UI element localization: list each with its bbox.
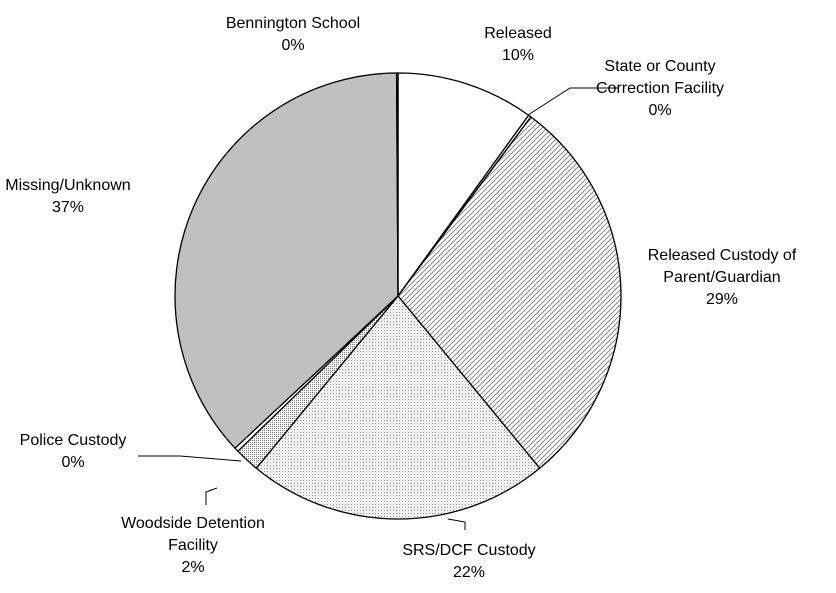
label-released: Released 10% bbox=[484, 25, 552, 64]
value-label: 22% bbox=[453, 564, 485, 581]
category-label: Parent/Guardian bbox=[663, 269, 780, 286]
label-police-custody: Police Custody 0% bbox=[20, 432, 127, 471]
category-label: Released bbox=[484, 25, 552, 42]
category-label: Missing/Unknown bbox=[5, 177, 130, 194]
leader-line-police-custody bbox=[138, 455, 242, 462]
label-srs-dcf-custody: SRS/DCF Custody 22% bbox=[402, 542, 535, 581]
leader-lines bbox=[138, 87, 619, 530]
value-label: 37% bbox=[52, 199, 84, 216]
value-label: 0% bbox=[61, 454, 84, 471]
category-label: Woodside Detention bbox=[121, 515, 265, 532]
slice-released-custody-of-parent-guardian bbox=[397, 116, 622, 469]
category-label: SRS/DCF Custody bbox=[402, 542, 535, 559]
value-label: 0% bbox=[648, 102, 671, 119]
label-state-or-county-correction-facility: State or County Correction Facility 0% bbox=[596, 58, 724, 119]
pie-slices bbox=[174, 72, 622, 520]
category-label: Correction Facility bbox=[596, 80, 724, 97]
category-label: Facility bbox=[168, 537, 218, 554]
slice-missing-unknown bbox=[174, 72, 399, 449]
label-bennington-school: Bennington School 0% bbox=[226, 15, 360, 54]
slice-labels: Released 10% State or County Correction Fac… bbox=[5, 15, 797, 581]
leader-line-srs-dcf-custody bbox=[447, 518, 466, 530]
category-label: Police Custody bbox=[20, 432, 127, 449]
slice-bennington-school bbox=[395, 72, 399, 297]
category-label: Bennington School bbox=[226, 15, 360, 32]
slice-released bbox=[397, 72, 530, 297]
value-label: 10% bbox=[502, 47, 534, 64]
category-label: Released Custody of bbox=[648, 247, 797, 264]
category-label: State or County bbox=[604, 58, 715, 75]
value-label: 2% bbox=[181, 559, 204, 576]
value-label: 0% bbox=[281, 37, 304, 54]
slice-srs-dcf-custody bbox=[255, 295, 541, 520]
label-woodside-detention-facility: Woodside Detention Facility 2% bbox=[121, 515, 265, 576]
label-released-custody-of-parent-guardian: Released Custody of Parent/Guardian 29% bbox=[648, 247, 797, 308]
label-missing-unknown: Missing/Unknown 37% bbox=[5, 177, 130, 216]
value-label: 29% bbox=[706, 291, 738, 308]
leader-line-state-or-county-correction-facility bbox=[527, 87, 619, 116]
leader-line-woodside-detention-facility bbox=[205, 487, 218, 505]
